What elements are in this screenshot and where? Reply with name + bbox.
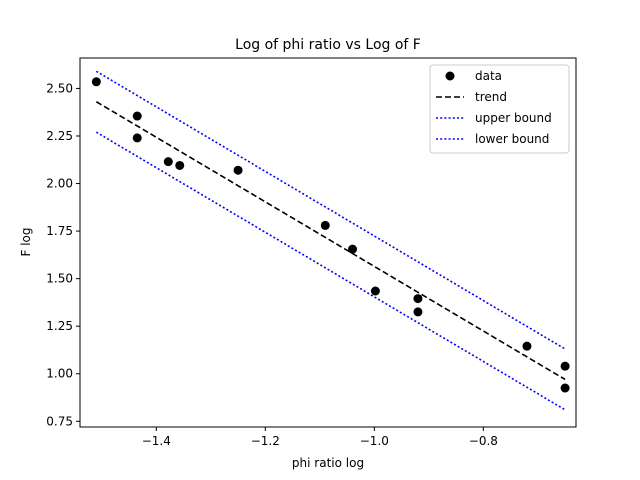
y-tick-label: 1.25 bbox=[46, 319, 73, 333]
series-line-lower-bound bbox=[95, 131, 566, 411]
data-point bbox=[233, 165, 243, 175]
y-tick-label: 2.25 bbox=[46, 129, 73, 143]
legend-marker-data bbox=[445, 71, 455, 81]
data-point bbox=[413, 307, 423, 317]
y-tick-label: 1.75 bbox=[46, 224, 73, 238]
data-point bbox=[370, 286, 380, 296]
data-point bbox=[560, 361, 570, 371]
legend-label: upper bound bbox=[475, 111, 552, 125]
y-tick-label: 0.75 bbox=[46, 414, 73, 428]
axes-frame bbox=[79, 57, 577, 428]
data-point bbox=[175, 160, 185, 170]
data-point bbox=[163, 157, 173, 167]
legend-label: lower bound bbox=[475, 132, 549, 146]
series-line-trend bbox=[95, 101, 566, 381]
data-point bbox=[560, 383, 570, 393]
legend-box bbox=[429, 64, 570, 154]
data-point bbox=[320, 220, 330, 230]
chart-title: Log of phi ratio vs Log of F bbox=[235, 37, 421, 53]
series-line-upper-bound bbox=[95, 70, 566, 350]
data-point bbox=[132, 111, 142, 121]
legend: data trend upper bound lower bound bbox=[429, 64, 570, 154]
x-tick-label: −1.4 bbox=[142, 434, 171, 448]
y-axis-title: F log bbox=[19, 227, 33, 256]
data-point bbox=[348, 244, 358, 254]
legend-label: data bbox=[475, 69, 502, 83]
x-tick-label: −1.2 bbox=[251, 434, 280, 448]
y-tick-label: 2.00 bbox=[46, 177, 73, 191]
data-point bbox=[132, 133, 142, 143]
x-tick-label: −1.0 bbox=[360, 434, 389, 448]
data-point bbox=[413, 294, 423, 304]
y-tick-label: 1.00 bbox=[46, 367, 73, 381]
y-tick-label: 2.50 bbox=[46, 81, 73, 95]
x-tick-label: −0.8 bbox=[469, 434, 498, 448]
data-point bbox=[522, 341, 532, 351]
x-axis-title: phi ratio log bbox=[292, 456, 364, 470]
legend-label: trend bbox=[475, 90, 507, 104]
data-point bbox=[91, 77, 101, 87]
y-tick-label: 1.50 bbox=[46, 272, 73, 286]
plot-area bbox=[91, 70, 570, 411]
axes: −1.4 −1.2 −1.0 −0.8 0.75 1.00 1.25 1.50 1.75 2.00… bbox=[46, 57, 577, 448]
